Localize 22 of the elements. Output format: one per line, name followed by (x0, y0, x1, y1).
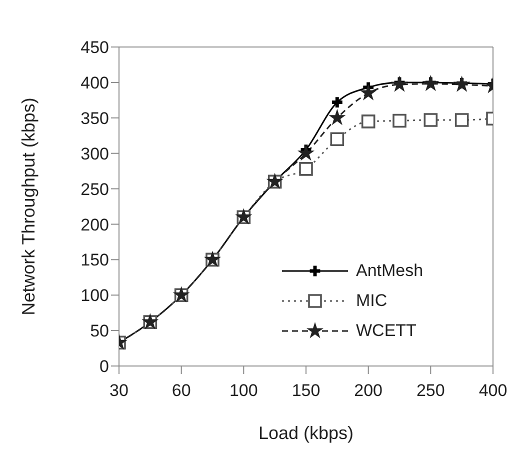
x-tick-label: 150 (292, 381, 320, 400)
y-tick-label: 450 (80, 38, 109, 58)
legend-label: WCETT (356, 321, 416, 341)
x-axis-title: Load (kbps) (258, 423, 354, 443)
x-tick-label: 250 (416, 381, 445, 400)
y-tick-label: 150 (80, 250, 109, 270)
legend-label: AntMesh (356, 261, 424, 281)
legend-label: MIC (356, 291, 388, 311)
y-tick-label: 50 (90, 322, 109, 341)
y-tick-label: 100 (80, 286, 109, 306)
y-axis-title: Network Throughput (kbps) (18, 98, 38, 316)
y-tick-label: 200 (80, 215, 109, 234)
x-tick-label: 100 (229, 381, 258, 400)
y-tick-label: 300 (80, 144, 109, 164)
y-tick-label: 400 (80, 73, 109, 92)
x-tick-label: 200 (354, 381, 383, 400)
x-tick-label: 60 (172, 381, 191, 400)
y-tick-label: 0 (100, 357, 109, 376)
y-tick-label: 350 (80, 108, 109, 128)
y-tick-label: 250 (80, 180, 109, 199)
x-tick-label: 30 (110, 381, 128, 400)
x-tick-label: 400 (478, 381, 508, 400)
